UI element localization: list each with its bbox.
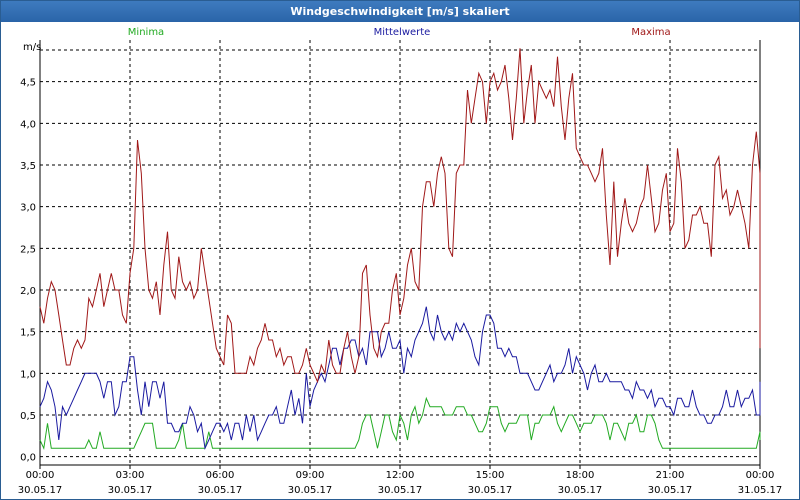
y-tick-label: 2,5 xyxy=(20,244,36,255)
series-line-maxima xyxy=(39,48,761,384)
x-tick-time: 15:00 xyxy=(476,470,505,481)
y-axis-ticks: 0,0 0,5 1,0 1,5 2,0 2,5 3,0 3,5 4,0 4,5 xyxy=(20,78,36,464)
grid xyxy=(40,40,760,465)
y-tick-label: 0,5 xyxy=(20,411,36,422)
x-tick-date: 30.05.17 xyxy=(648,485,693,496)
x-tick-date: 30.05.17 xyxy=(198,485,243,496)
y-tick-label: 1,0 xyxy=(20,369,36,380)
y-tick-label: 4,0 xyxy=(20,119,36,130)
x-tick-date: 30.05.17 xyxy=(558,485,603,496)
y-tick-label: 3,0 xyxy=(20,203,36,214)
x-tick-date: 30.05.17 xyxy=(18,485,63,496)
x-tick-date: 30.05.17 xyxy=(468,485,513,496)
x-tick-time: 09:00 xyxy=(296,470,325,481)
legend-minima: Minima xyxy=(128,27,164,38)
x-tick-time: 12:00 xyxy=(386,470,415,481)
legend-mittelwerte: Mittelwerte xyxy=(374,27,431,38)
y-tick-label: 0,0 xyxy=(20,453,36,464)
x-tick-date: 30.05.17 xyxy=(288,485,333,496)
x-tick-time: 06:00 xyxy=(206,470,235,481)
x-tick-time: 18:00 xyxy=(566,470,595,481)
y-tick-label: 1,5 xyxy=(20,328,36,339)
series-line-minima xyxy=(39,396,761,451)
x-tick-time: 03:00 xyxy=(116,470,145,481)
x-tick-date: 31.05.17 xyxy=(738,485,783,496)
y-tick-label: 3,5 xyxy=(20,161,36,172)
series-lines xyxy=(39,48,761,451)
x-tick-time: 21:00 xyxy=(656,470,685,481)
y-tick-label: 4,5 xyxy=(20,78,36,89)
x-tick-date: 30.05.17 xyxy=(378,485,423,496)
y-tick-label: 2,0 xyxy=(20,286,36,297)
x-tick-date: 30.05.17 xyxy=(108,485,153,496)
legend-maxima: Maxima xyxy=(631,27,670,38)
y-axis-label: m/s xyxy=(23,42,41,53)
x-tick-time: 00:00 xyxy=(746,470,775,481)
x-tick-time: 00:00 xyxy=(26,470,55,481)
x-axis-ticks: 00:00 30.05.17 03:00 30.05.17 06:00 30.05.17 0… xyxy=(18,465,783,496)
chart-title: Windgeschwindigkeit [m/s] skaliert xyxy=(1,1,799,22)
series-line-mittelwerte xyxy=(39,306,761,451)
